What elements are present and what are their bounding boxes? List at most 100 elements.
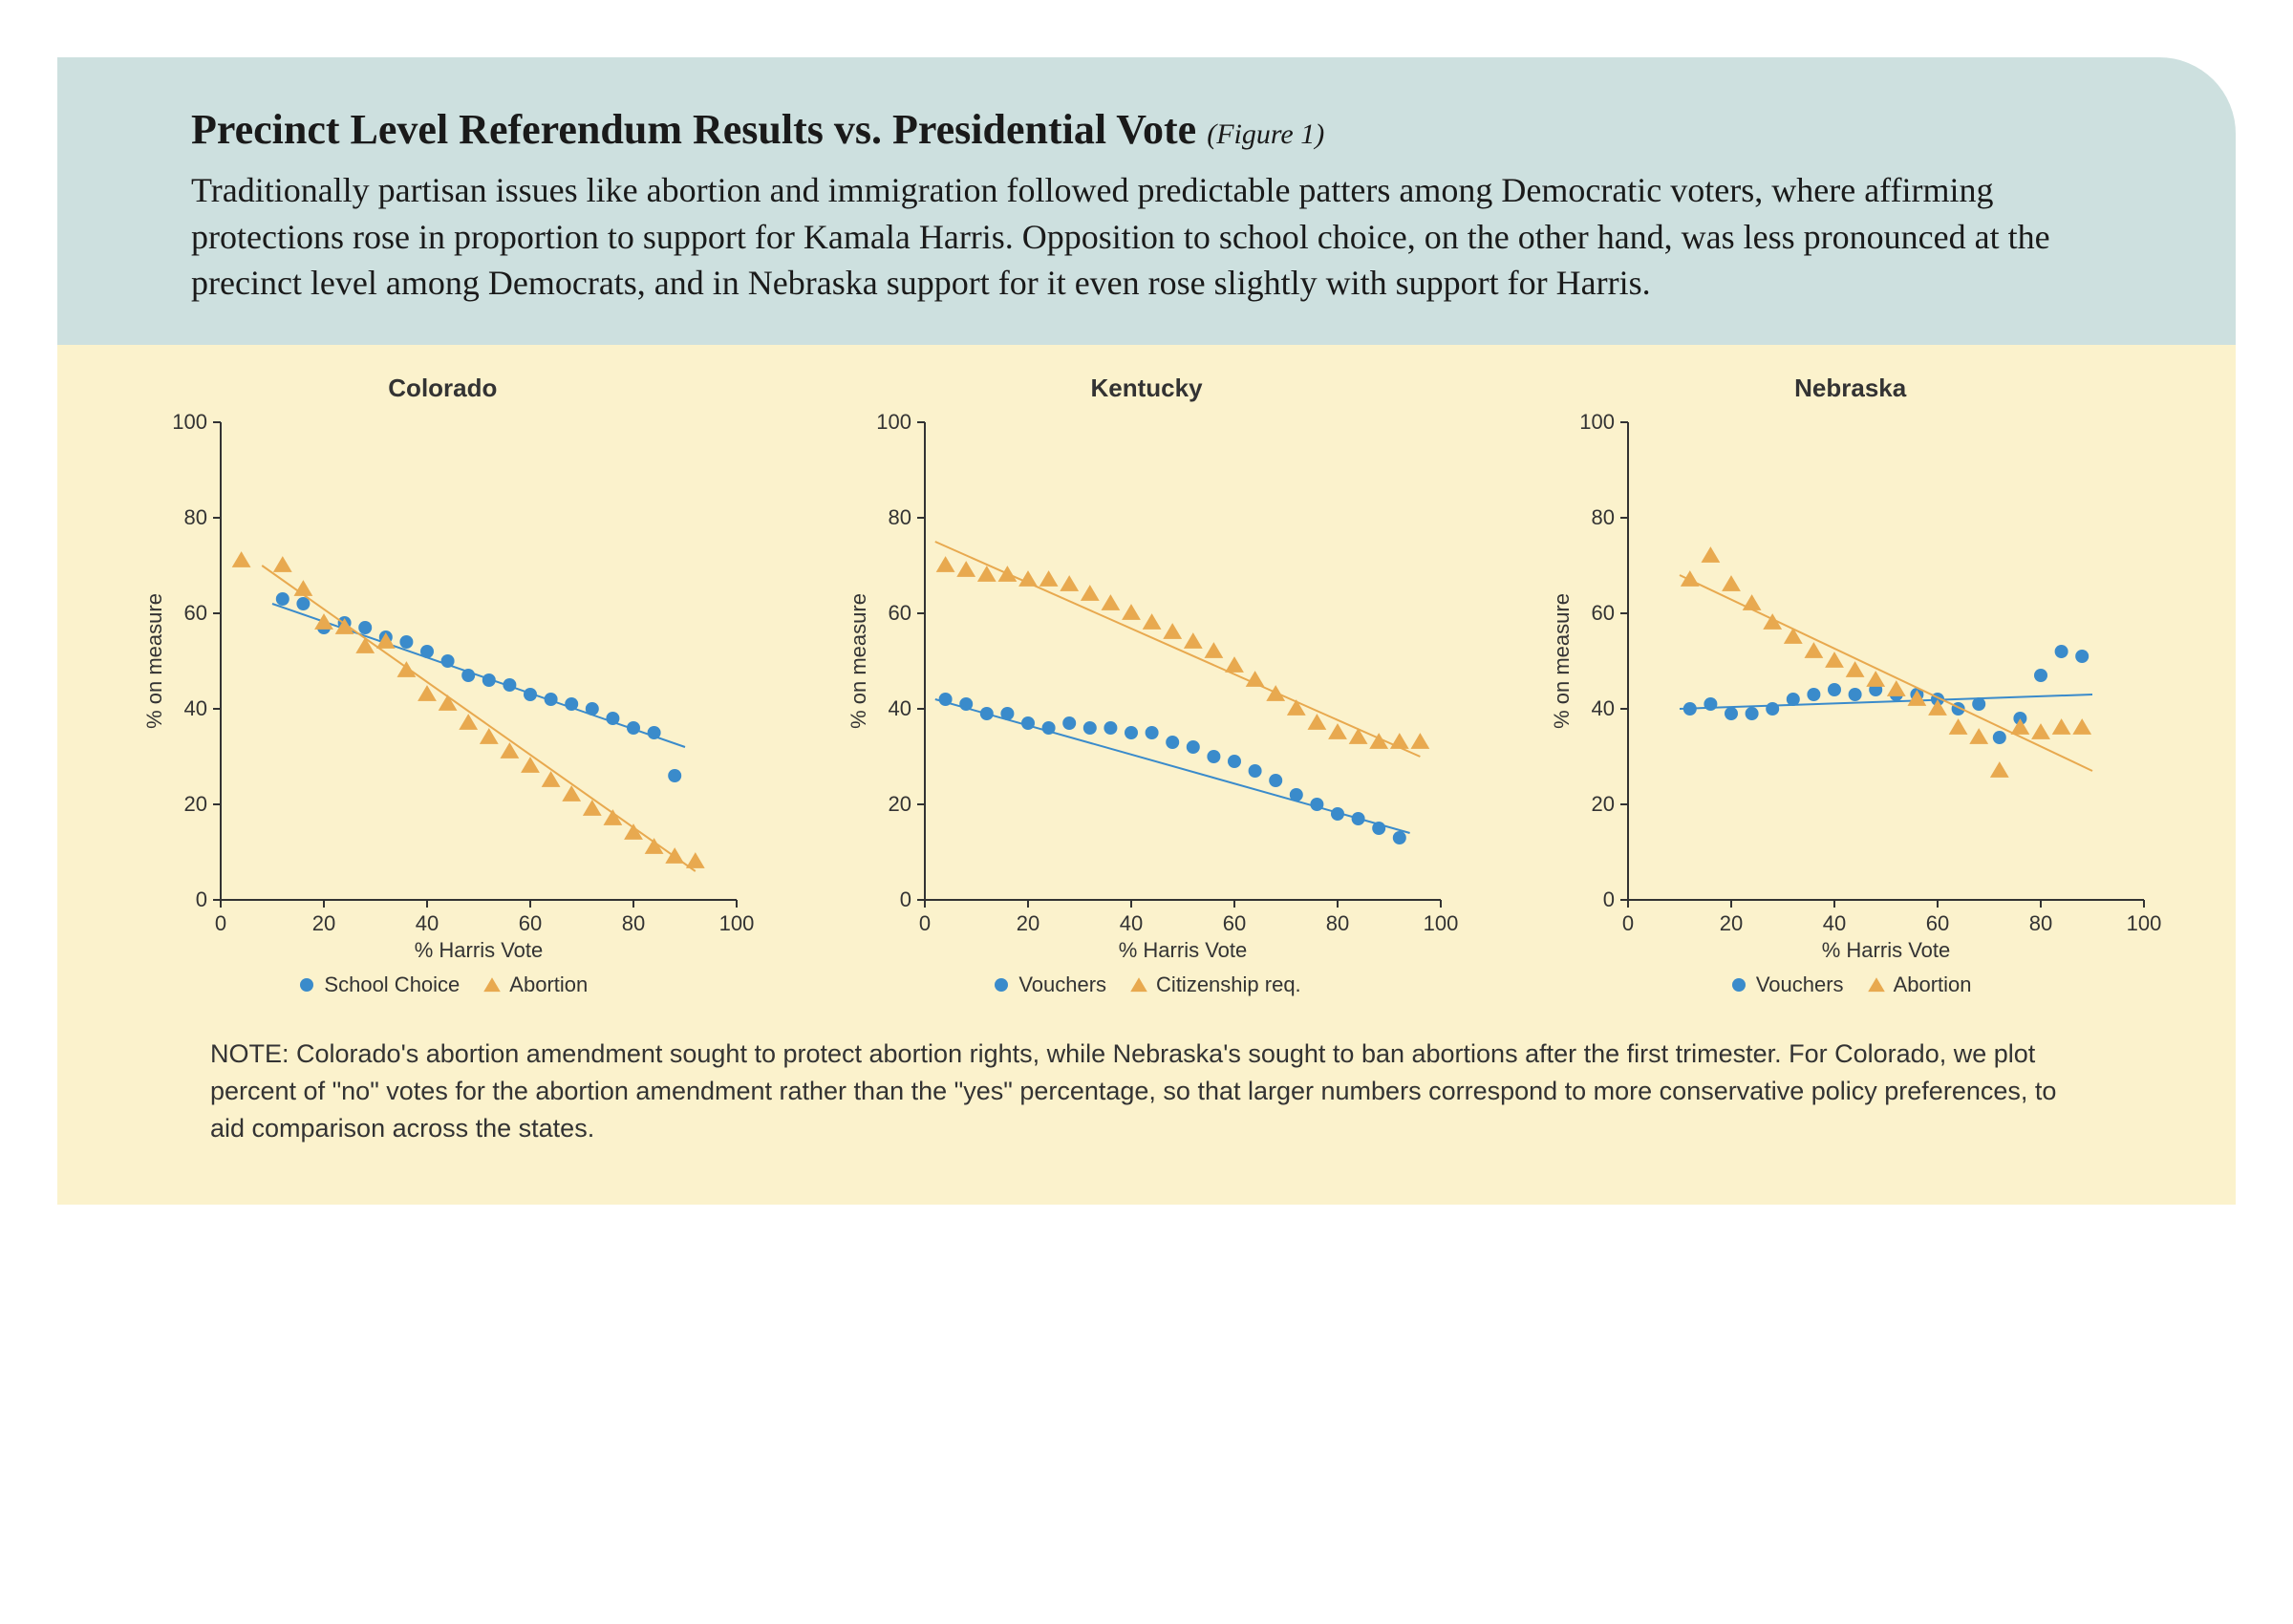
- triangle-marker-icon: [1129, 975, 1148, 994]
- data-point-circle: [1145, 726, 1158, 739]
- data-point-triangle: [1286, 699, 1305, 716]
- y-tick-label: 40: [183, 696, 206, 720]
- y-tick-label: 40: [888, 696, 911, 720]
- legend-item: Vouchers: [1729, 972, 1844, 997]
- header-block: Precinct Level Referendum Results vs. Pr…: [57, 57, 2236, 345]
- trend-line: [272, 604, 685, 747]
- circle-marker-icon: [992, 975, 1011, 994]
- data-point-triangle: [1039, 570, 1058, 587]
- x-tick-label: 20: [1016, 911, 1039, 935]
- data-point-circle: [1683, 702, 1697, 716]
- legend-label: Vouchers: [1756, 972, 1844, 997]
- chart-colorado: Colorado020406080100020406080100% Harris…: [105, 374, 781, 997]
- data-point-triangle: [232, 551, 251, 567]
- data-point-triangle: [1990, 761, 2009, 778]
- data-point-circle: [2034, 669, 2047, 682]
- data-point-triangle: [1928, 699, 1947, 716]
- data-point-triangle: [1805, 642, 1824, 658]
- figure-note: NOTE: Colorado's abortion amendment soug…: [105, 1026, 2188, 1157]
- data-point-circle: [2075, 650, 2089, 663]
- y-tick-label: 20: [1592, 792, 1615, 816]
- data-point-circle: [461, 669, 475, 682]
- x-tick-label: 100: [718, 911, 754, 935]
- data-point-triangle: [1410, 733, 1429, 749]
- data-point-circle: [1392, 831, 1405, 844]
- data-point-circle: [1746, 707, 1759, 720]
- data-point-circle: [1849, 688, 1862, 701]
- data-point-circle: [1289, 788, 1302, 801]
- data-point-circle: [1704, 697, 1718, 711]
- x-tick-label: 0: [1622, 911, 1634, 935]
- data-point-triangle: [1183, 632, 1202, 649]
- data-point-triangle: [2031, 723, 2050, 739]
- chart-kentucky: Kentucky020406080100020406080100% Harris…: [809, 374, 1485, 997]
- legend-item: Citizenship req.: [1129, 972, 1301, 997]
- data-point-triangle: [2011, 718, 2030, 735]
- x-tick-label: 0: [918, 911, 930, 935]
- chart-svg: 020406080100020406080100% Harris Vote% o…: [1537, 413, 2163, 967]
- data-point-circle: [1082, 721, 1096, 735]
- y-tick-label: 80: [1592, 505, 1615, 529]
- data-point-circle: [979, 707, 993, 720]
- x-tick-label: 40: [416, 911, 439, 935]
- legend-label: Vouchers: [1018, 972, 1106, 997]
- data-point-circle: [276, 592, 289, 606]
- data-point-triangle: [935, 556, 954, 572]
- data-point-triangle: [1018, 570, 1038, 587]
- legend-item: Abortion: [482, 972, 588, 997]
- y-tick-label: 100: [1579, 413, 1615, 434]
- data-point-circle: [647, 726, 660, 739]
- data-point-circle: [1248, 764, 1261, 778]
- data-point-triangle: [273, 556, 292, 572]
- y-tick-label: 40: [1592, 696, 1615, 720]
- data-point-circle: [1993, 731, 2006, 744]
- y-tick-label: 0: [899, 887, 911, 911]
- data-point-circle: [586, 702, 599, 716]
- y-tick-label: 100: [172, 413, 207, 434]
- data-point-triangle: [293, 580, 312, 596]
- y-tick-label: 20: [183, 792, 206, 816]
- data-point-triangle: [1722, 575, 1741, 591]
- triangle-marker-icon: [1867, 975, 1886, 994]
- data-point-circle: [2055, 645, 2068, 658]
- data-point-triangle: [1348, 728, 1367, 744]
- data-point-triangle: [1702, 546, 1721, 563]
- data-point-circle: [358, 621, 372, 634]
- y-tick-label: 0: [196, 887, 207, 911]
- x-axis-label: % Harris Vote: [1118, 938, 1247, 962]
- y-tick-label: 80: [888, 505, 911, 529]
- data-point-circle: [524, 688, 537, 701]
- x-tick-label: 40: [1119, 911, 1142, 935]
- data-point-circle: [1041, 721, 1055, 735]
- y-axis-label: % on measure: [142, 593, 166, 729]
- data-point-circle: [1766, 702, 1779, 716]
- chart-legend: VouchersAbortion: [1729, 972, 1972, 997]
- data-point-triangle: [439, 694, 458, 711]
- y-tick-label: 100: [876, 413, 911, 434]
- y-tick-label: 20: [888, 792, 911, 816]
- x-tick-label: 100: [2127, 911, 2162, 935]
- chart-title: Nebraska: [1794, 374, 1906, 403]
- chart-title: Colorado: [388, 374, 497, 403]
- legend-label: Citizenship req.: [1156, 972, 1301, 997]
- chart-svg: 020406080100020406080100% Harris Vote% o…: [130, 413, 756, 967]
- trend-line: [262, 566, 696, 871]
- data-point-circle: [1808, 688, 1821, 701]
- data-point-triangle: [1784, 628, 1803, 644]
- data-point-circle: [1021, 716, 1035, 730]
- data-point-triangle: [1681, 570, 1700, 587]
- data-point-triangle: [1204, 642, 1223, 658]
- y-tick-label: 60: [888, 601, 911, 625]
- trend-line: [1680, 694, 2092, 709]
- data-point-triangle: [355, 637, 375, 653]
- data-point-triangle: [665, 847, 684, 864]
- data-point-triangle: [1307, 714, 1326, 730]
- data-point-triangle: [1122, 604, 1141, 620]
- data-point-circle: [1104, 721, 1117, 735]
- legend-label: School Choice: [324, 972, 460, 997]
- data-point-circle: [1269, 774, 1282, 787]
- data-point-triangle: [1846, 661, 1865, 677]
- y-axis-label: % on measure: [846, 593, 870, 729]
- data-point-circle: [1331, 807, 1344, 821]
- chart-legend: Vouchers Citizenship req.: [992, 972, 1300, 997]
